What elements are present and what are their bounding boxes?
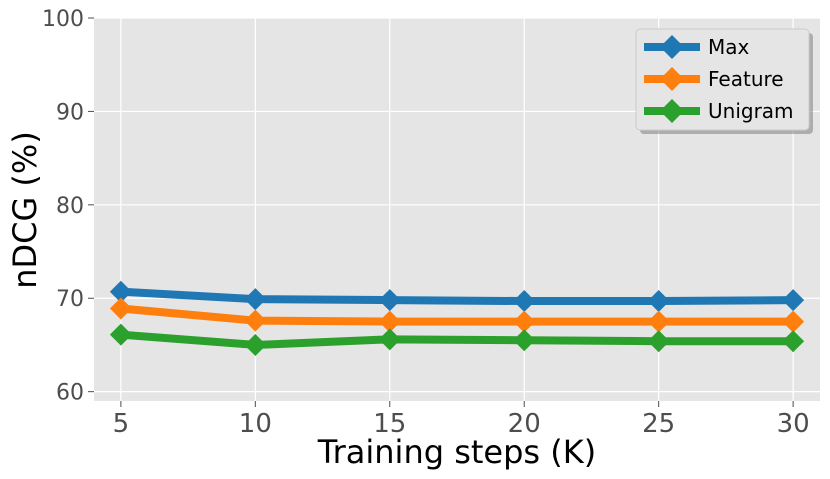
- series-line: [116, 304, 798, 326]
- legend: Max Feature Unigram: [635, 28, 813, 134]
- legend-box: [635, 28, 810, 131]
- series-unigram: [109, 323, 805, 356]
- data-point-marker: [513, 310, 536, 333]
- series-feature: [109, 297, 805, 333]
- legend-entry: Unigram: [644, 99, 794, 123]
- data-point-marker: [782, 289, 805, 312]
- x-tick-label: 25: [642, 409, 675, 439]
- legend-marker: [660, 35, 684, 59]
- legend-marker: [660, 67, 684, 91]
- series-line: [116, 287, 798, 306]
- data-point-marker: [647, 330, 670, 353]
- y-tick-label: 100: [42, 7, 84, 32]
- x-tick-label: 10: [239, 409, 272, 439]
- x-tick-label: 15: [373, 409, 406, 439]
- data-point-marker: [513, 290, 536, 313]
- series-line: [116, 330, 798, 349]
- legend-entries: Max Feature Unigram: [644, 35, 794, 123]
- data-point-marker: [244, 333, 267, 356]
- y-tick-label: 70: [56, 287, 84, 312]
- y-tick-label: 60: [56, 381, 84, 406]
- data-point-marker: [782, 310, 805, 333]
- x-tick-label: 20: [508, 409, 541, 439]
- data-point-marker: [782, 330, 805, 353]
- data-point-marker: [244, 309, 267, 332]
- series-max: [109, 280, 805, 313]
- y-tick-label: 80: [56, 194, 84, 219]
- y-axis-label: nDCG (%): [6, 131, 44, 289]
- data-point-marker: [109, 280, 132, 303]
- data-point-marker: [109, 323, 132, 346]
- data-point-marker: [378, 310, 401, 333]
- data-point-marker: [244, 288, 267, 311]
- x-axis-ticks: 5 10 15 20 25 30: [113, 401, 810, 439]
- legend-label: Unigram: [708, 99, 794, 123]
- series-layer: [109, 280, 805, 356]
- x-tick-label: 5: [113, 409, 130, 439]
- data-point-marker: [378, 328, 401, 351]
- x-axis-label: Training steps (K): [317, 433, 596, 471]
- x-tick-label: 30: [777, 409, 810, 439]
- data-point-marker: [513, 329, 536, 352]
- data-point-marker: [647, 290, 670, 313]
- y-axis-ticks: 60 70 80 90 100: [42, 7, 94, 406]
- legend-entry: Feature: [644, 67, 784, 91]
- legend-label: Max: [708, 35, 750, 59]
- legend-marker: [660, 99, 684, 123]
- data-point-marker: [647, 310, 670, 333]
- data-point-marker: [109, 297, 132, 320]
- y-tick-label: 90: [56, 100, 84, 125]
- data-point-marker: [378, 289, 401, 312]
- legend-entry: Max: [644, 35, 750, 59]
- legend-label: Feature: [708, 67, 784, 91]
